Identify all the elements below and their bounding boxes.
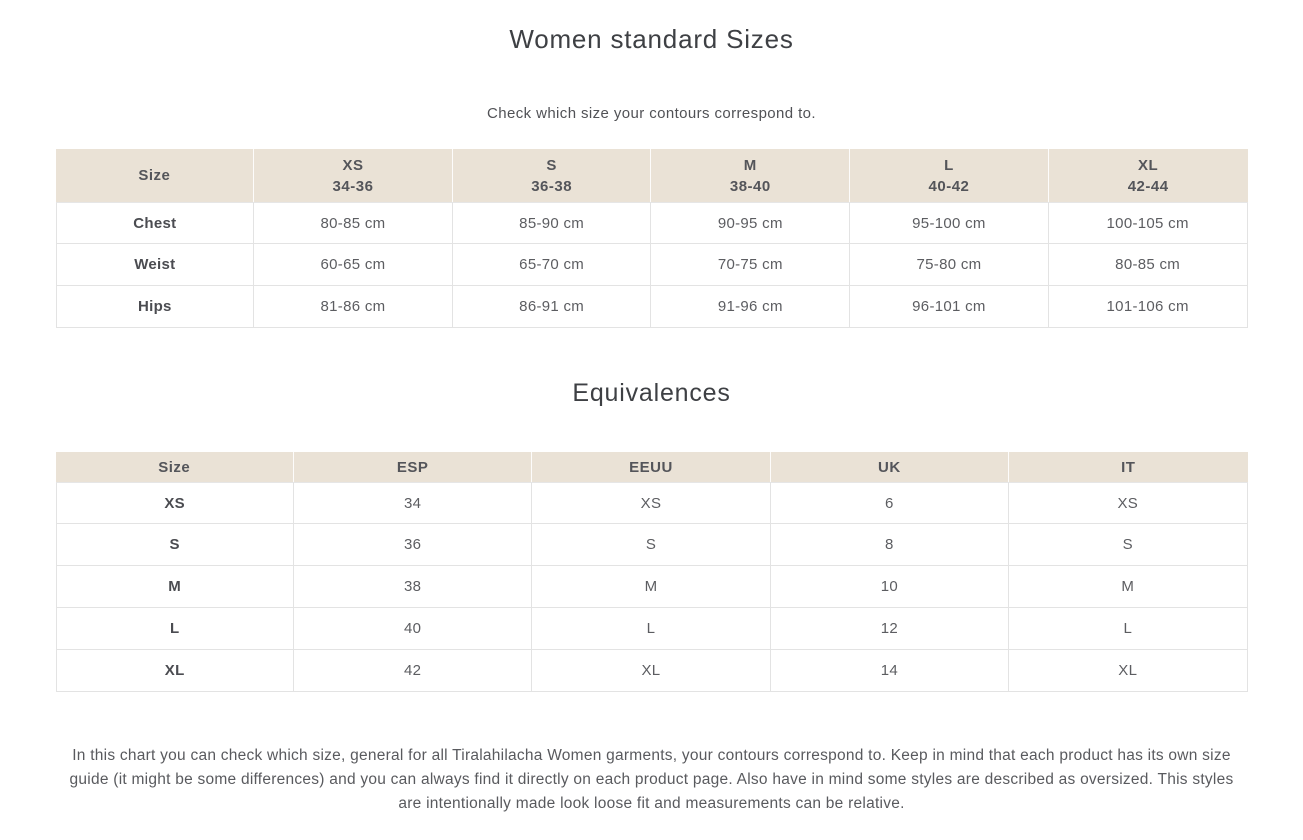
sizes-header-row: Size XS 34-36 S 36-38 M 38-40 — [55, 149, 1248, 202]
col-header-label: XL — [1138, 156, 1159, 174]
col-header-label: S — [546, 156, 557, 174]
col-header-eeuu: EEUU — [532, 452, 771, 482]
col-header-label: XS — [342, 156, 364, 174]
table-cell: M — [532, 566, 771, 608]
col-header-m: M 38-40 — [651, 149, 851, 202]
table-cell: 38 — [293, 566, 533, 608]
col-header-size: Size — [55, 149, 255, 202]
row-label: XL — [55, 650, 294, 692]
equivalences-table: Size ESP EEUU UK IT — [55, 452, 1248, 692]
col-header-label: IT — [1121, 458, 1136, 476]
content-container: Women standard Sizes Check which size yo… — [55, 24, 1248, 816]
col-header-esp: ESP — [293, 452, 533, 482]
table-cell: L — [532, 608, 771, 650]
table-cell: 6 — [770, 482, 1010, 524]
table-cell: 40 — [293, 608, 533, 650]
col-header-label: L — [944, 156, 954, 174]
table-cell: 65-70 cm — [452, 244, 652, 286]
equivalences-header-row: Size ESP EEUU UK IT — [55, 452, 1248, 482]
table-cell: 95-100 cm — [850, 202, 1049, 244]
row-label: XS — [55, 482, 294, 524]
col-header-range: 34-36 — [332, 177, 374, 195]
col-header-range: 36-38 — [531, 177, 573, 195]
table-cell: M — [1009, 566, 1248, 608]
col-header-label: M — [743, 156, 757, 174]
table-cell: 101-106 cm — [1048, 286, 1248, 328]
table-cell: 42 — [293, 650, 533, 692]
page-title: Women standard Sizes — [509, 24, 794, 54]
table-cell: 12 — [770, 608, 1010, 650]
table-row-s: S 36 S 8 S — [55, 524, 1248, 566]
row-label: Weist — [55, 244, 255, 286]
table-cell: XL — [532, 650, 771, 692]
table-row-weist: Weist 60-65 cm 65-70 cm 70-75 cm 75-80 c… — [55, 244, 1248, 286]
table-cell: XS — [532, 482, 771, 524]
table-cell: 80-85 cm — [254, 202, 453, 244]
table-row-l: L 40 L 12 L — [55, 608, 1248, 650]
col-header-label: EEUU — [629, 458, 673, 476]
size-guide-footnote: In this chart you can check which size, … — [69, 747, 1234, 812]
table-row-m: M 38 M 10 M — [55, 566, 1248, 608]
table-cell: 70-75 cm — [651, 244, 851, 286]
table-cell: 96-101 cm — [850, 286, 1049, 328]
table-cell: 10 — [770, 566, 1010, 608]
col-header-label: Size — [138, 167, 171, 184]
row-label: Hips — [55, 286, 255, 328]
page-subtitle: Check which size your contours correspon… — [487, 105, 816, 122]
col-header-label: Size — [158, 458, 191, 476]
col-header-uk: UK — [770, 452, 1010, 482]
table-cell: S — [532, 524, 771, 566]
standard-sizes-table: Size XS 34-36 S 36-38 M 38-40 — [55, 149, 1248, 328]
col-header-range: 42-44 — [1127, 177, 1169, 195]
col-header-xs: XS 34-36 — [254, 149, 453, 202]
row-label: Chest — [55, 202, 255, 244]
col-header-s: S 36-38 — [452, 149, 652, 202]
row-label: M — [55, 566, 294, 608]
table-cell: 90-95 cm — [651, 202, 851, 244]
table-cell: XL — [1009, 650, 1248, 692]
table-cell: 81-86 cm — [254, 286, 453, 328]
table-cell: 8 — [770, 524, 1010, 566]
row-label: S — [55, 524, 294, 566]
table-row-xl: XL 42 XL 14 XL — [55, 650, 1248, 692]
table-cell: 91-96 cm — [651, 286, 851, 328]
row-label: L — [55, 608, 294, 650]
table-cell: L — [1009, 608, 1248, 650]
table-cell: XS — [1009, 482, 1248, 524]
col-header-range: 40-42 — [928, 177, 970, 195]
col-header-xl: XL 42-44 — [1048, 149, 1248, 202]
col-header-label: UK — [878, 458, 901, 476]
table-row-xs: XS 34 XS 6 XS — [55, 482, 1248, 524]
col-header-l: L 40-42 — [850, 149, 1049, 202]
table-cell: 75-80 cm — [850, 244, 1049, 286]
table-row-hips: Hips 81-86 cm 86-91 cm 91-96 cm 96-101 c… — [55, 286, 1248, 328]
table-cell: 85-90 cm — [452, 202, 652, 244]
table-cell: 80-85 cm — [1048, 244, 1248, 286]
table-cell: S — [1009, 524, 1248, 566]
table-row-chest: Chest 80-85 cm 85-90 cm 90-95 cm 95-100 … — [55, 202, 1248, 244]
table-cell: 34 — [293, 482, 533, 524]
table-cell: 36 — [293, 524, 533, 566]
table-cell: 86-91 cm — [452, 286, 652, 328]
col-header-range: 38-40 — [729, 177, 771, 195]
table-cell: 100-105 cm — [1048, 202, 1248, 244]
table-cell: 60-65 cm — [254, 244, 453, 286]
col-header-size: Size — [55, 452, 294, 482]
col-header-label: ESP — [396, 458, 429, 476]
equivalences-title: Equivalences — [572, 379, 731, 407]
table-cell: 14 — [770, 650, 1010, 692]
col-header-it: IT — [1009, 452, 1248, 482]
